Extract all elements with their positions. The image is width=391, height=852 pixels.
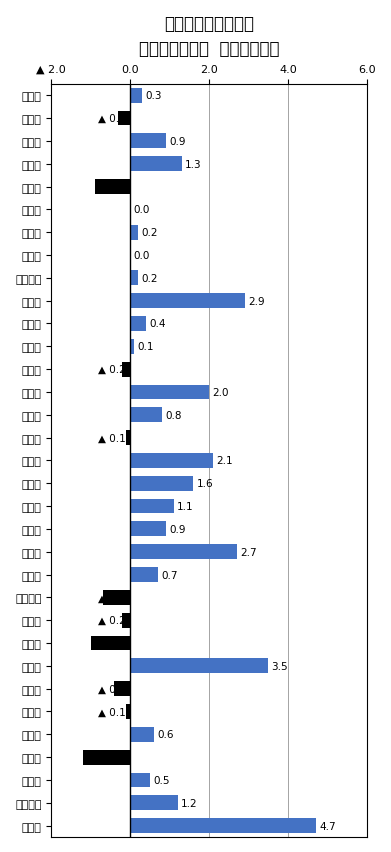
Bar [130,271,138,286]
Text: 0.0: 0.0 [133,205,150,215]
Text: ▲ 0.1: ▲ 0.1 [98,706,126,717]
Bar [130,226,138,240]
Text: 2.1: 2.1 [216,456,233,466]
Bar [95,180,130,195]
Text: 1.2: 1.2 [181,797,197,808]
Bar [130,476,194,491]
Text: 0.1: 0.1 [137,342,154,352]
Bar [102,590,130,605]
Bar [130,408,162,423]
Bar [91,636,130,651]
Text: 4.7: 4.7 [319,820,335,831]
Text: 2.0: 2.0 [212,388,229,398]
Bar [130,135,166,149]
Text: ▲ 1.2: ▲ 1.2 [98,752,126,763]
Bar [122,613,130,628]
Text: 0.7: 0.7 [161,570,178,580]
Text: 0.0: 0.0 [133,250,150,261]
Bar [130,727,154,742]
Title: 都道府県発注工事別
工事成績評定点  前年との比較: 都道府県発注工事別 工事成績評定点 前年との比較 [139,15,280,58]
Bar [130,818,316,833]
Bar [130,796,178,810]
Bar [130,339,134,354]
Bar [126,430,130,446]
Bar [130,294,245,308]
Text: 0.6: 0.6 [157,729,174,740]
Text: ▲ 0.9: ▲ 0.9 [98,182,126,193]
Bar [130,385,209,400]
Bar [130,89,142,104]
Bar [130,773,150,787]
Text: 0.5: 0.5 [153,775,170,785]
Bar [130,659,269,673]
Bar [130,157,181,172]
Text: 0.4: 0.4 [149,320,166,329]
Text: 0.2: 0.2 [141,228,158,238]
Bar [122,362,130,377]
Bar [130,453,213,469]
Text: ▲ 0.2: ▲ 0.2 [98,365,126,375]
Text: 1.3: 1.3 [185,159,201,170]
Bar [130,317,146,331]
Text: 0.9: 0.9 [169,524,185,534]
Text: 0.9: 0.9 [169,136,185,147]
Bar [130,544,237,560]
Text: 3.5: 3.5 [272,661,288,671]
Text: 0.3: 0.3 [145,91,162,101]
Bar [83,750,130,764]
Text: 2.7: 2.7 [240,547,256,557]
Text: 0.2: 0.2 [141,273,158,284]
Text: ▲ 0.2: ▲ 0.2 [98,615,126,625]
Bar [126,705,130,719]
Bar [130,567,158,582]
Bar [130,499,174,514]
Text: ▲ 0.3: ▲ 0.3 [98,114,126,124]
Text: 1.1: 1.1 [177,502,194,511]
Text: ▲ 1.0: ▲ 1.0 [98,638,126,648]
Bar [130,522,166,537]
Bar [118,112,130,126]
Text: ▲ 0.1: ▲ 0.1 [98,433,126,443]
Text: 1.6: 1.6 [197,479,213,489]
Text: 0.8: 0.8 [165,411,181,420]
Text: ▲ 0.4: ▲ 0.4 [98,684,126,694]
Bar [115,682,130,696]
Text: ▲ 0.7: ▲ 0.7 [98,593,126,602]
Text: 2.9: 2.9 [248,296,265,307]
